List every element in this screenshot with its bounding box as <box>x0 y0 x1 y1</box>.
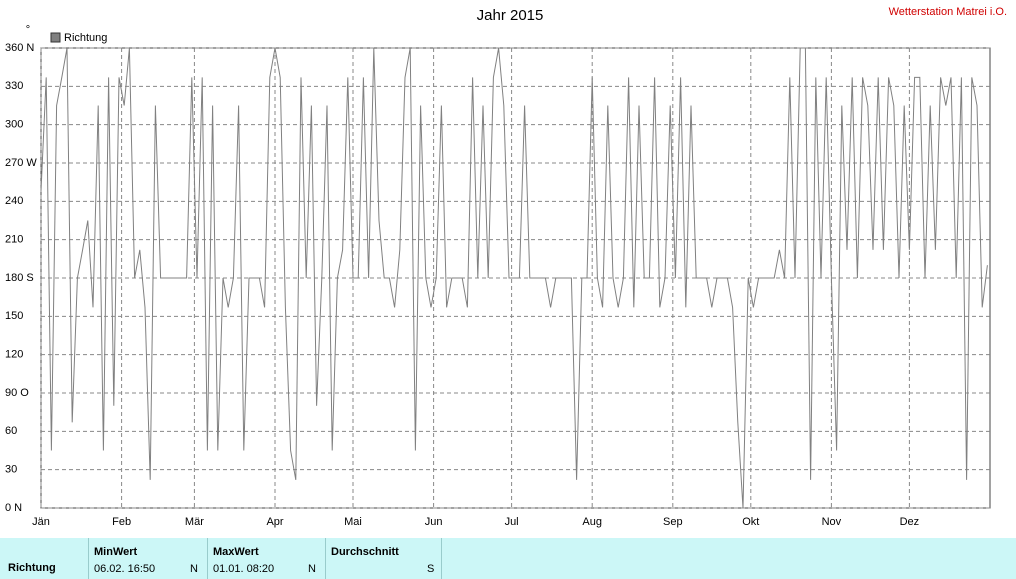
separator <box>325 538 326 579</box>
row-label: Richtung <box>8 562 56 574</box>
separator <box>441 538 442 579</box>
max-dir: N <box>308 563 316 575</box>
y-tick-label: 30 <box>5 464 17 476</box>
y-tick-label: 210 <box>5 234 23 246</box>
y-unit: ° <box>26 24 30 36</box>
separator <box>207 538 208 579</box>
line-series <box>40 47 988 509</box>
y-tick-label: 360 N <box>5 42 34 54</box>
avg-dir: S <box>427 563 435 575</box>
y-tick-label: 180 S <box>5 272 34 284</box>
x-tick-label: Aug <box>582 516 602 528</box>
x-tick-label: Sep <box>663 516 683 528</box>
legend-swatch <box>50 32 61 43</box>
chart-title: Jahr 2015 <box>477 7 544 24</box>
x-tick-label: Apr <box>266 516 283 528</box>
x-tick-label: Jun <box>425 516 443 528</box>
y-tick-label: 90 O <box>5 387 29 399</box>
y-tick-label: 120 <box>5 349 23 361</box>
y-tick-label: 60 <box>5 425 17 437</box>
separator <box>88 538 89 579</box>
x-tick-label: Okt <box>742 516 759 528</box>
min-dir: N <box>190 563 198 575</box>
x-tick-label: Jän <box>32 516 50 528</box>
col-header: MinWert <box>94 546 138 558</box>
y-tick-label: 330 <box>5 80 23 92</box>
y-tick-label: 300 <box>5 119 23 131</box>
y-tick-label: 240 <box>5 195 23 207</box>
chart: Jahr 2015 Wetterstation Matrei i.O. ° Ri… <box>5 6 1007 528</box>
legend-label: Richtung <box>64 32 107 44</box>
max-time: 01.01. 08:20 <box>213 563 275 575</box>
col-header: MaxWert <box>213 546 259 558</box>
x-tick-label: Mär <box>185 516 204 528</box>
station-name: Wetterstation Matrei i.O. <box>889 6 1007 18</box>
x-tick-label: Mai <box>344 516 362 528</box>
min-time: 06.02. 16:50 <box>94 563 156 575</box>
y-tick-label: 270 W <box>5 157 37 169</box>
x-tick-label: Feb <box>112 516 131 528</box>
x-tick-label: Nov <box>822 516 842 528</box>
col-header: Durchschnitt <box>331 546 399 558</box>
x-tick-label: Dez <box>900 516 920 528</box>
y-tick-label: 150 <box>5 310 23 322</box>
stats-table: Richtung MinWert 06.02. 16:50 N MaxWert … <box>0 538 1016 579</box>
y-tick-label: 0 N <box>5 502 22 514</box>
x-tick-label: Jul <box>505 516 519 528</box>
